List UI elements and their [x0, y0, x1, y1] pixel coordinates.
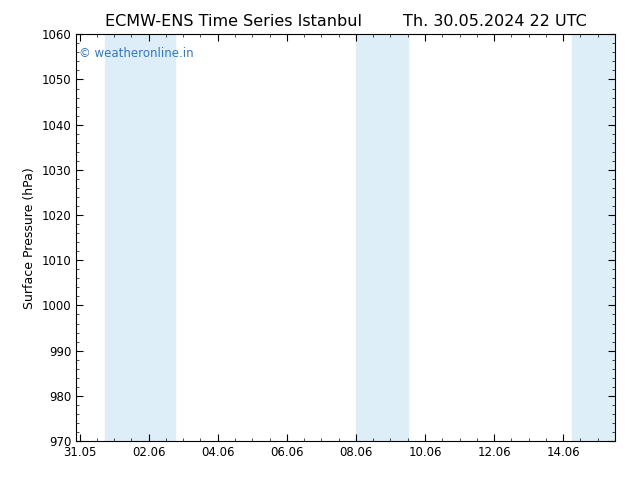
Title: ECMW-ENS Time Series Istanbul        Th. 30.05.2024 22 UTC: ECMW-ENS Time Series Istanbul Th. 30.05.… — [105, 14, 586, 29]
Bar — [356, 34, 408, 441]
Y-axis label: Surface Pressure (hPa): Surface Pressure (hPa) — [23, 167, 36, 309]
Bar — [572, 34, 615, 441]
Text: © weatheronline.in: © weatheronline.in — [79, 47, 193, 59]
Bar — [105, 34, 174, 441]
